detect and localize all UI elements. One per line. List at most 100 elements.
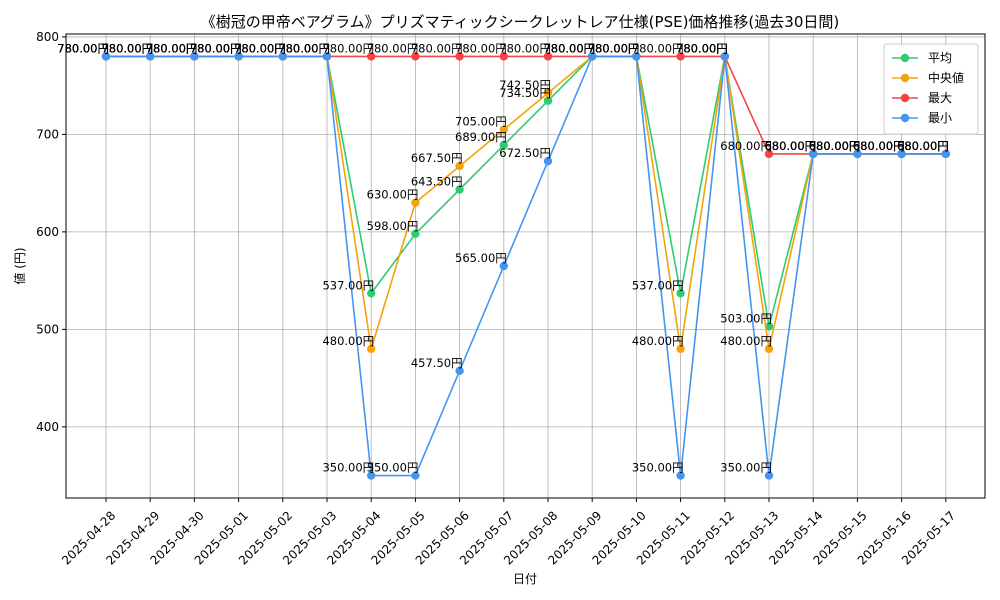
data-label: 680.00円 (897, 139, 949, 153)
data-label: 350.00円 (322, 461, 374, 475)
data-label: 780.00円 (234, 41, 286, 55)
data-label: 780.00円 (190, 41, 242, 55)
legend-swatch-marker (900, 93, 910, 103)
data-label: 680.00円 (809, 139, 861, 153)
series-line (106, 55, 946, 350)
data-label: 780.00円 (588, 41, 640, 55)
data-label: 780.00円 (234, 41, 286, 55)
data-point (146, 52, 155, 61)
data-point (499, 125, 508, 134)
data-point (411, 52, 420, 61)
y-axis: 400 500 600 700 800 (36, 30, 66, 434)
data-point (499, 52, 508, 61)
data-point (809, 149, 818, 159)
legend-swatch-marker (900, 113, 910, 123)
data-label: 780.00円 (101, 41, 153, 55)
data-label: 780.00円 (543, 41, 595, 55)
data-label: 537.00円 (632, 278, 684, 292)
x-axis: 2025-04-282025-04-292025-04-302025-05-01… (59, 498, 958, 568)
data-label: 480.00円 (720, 334, 772, 348)
data-label: 780.00円 (278, 41, 330, 55)
data-label: 780.00円 (190, 41, 242, 55)
data-label: 480.00円 (632, 334, 684, 348)
data-label: 680.00円 (809, 139, 861, 153)
data-label: 680.00円 (897, 139, 949, 153)
data-point (676, 289, 685, 298)
data-point (367, 52, 376, 61)
plot-frame (65, 33, 986, 499)
data-label: 705.00円 (455, 115, 507, 129)
grid (66, 34, 985, 498)
legend-label: 平均 (928, 51, 952, 65)
data-label: 780.00円 (190, 41, 242, 55)
data-point (676, 52, 685, 61)
data-point (367, 344, 376, 354)
data-label: 672.50円 (499, 146, 551, 160)
data-point (455, 161, 464, 171)
legend-swatch-marker (900, 73, 910, 83)
data-label: 680.00円 (764, 139, 816, 153)
data-label: 598.00円 (367, 219, 419, 233)
data-label: 780.00円 (676, 41, 728, 55)
data-point (190, 52, 199, 61)
data-label: 780.00円 (57, 41, 109, 55)
data-label: 780.00円 (234, 41, 286, 55)
legend-swatch-marker (900, 53, 910, 63)
legend-label: 最大 (928, 91, 952, 105)
data-label: 780.00円 (588, 41, 640, 55)
legend-label: 中央値 (928, 70, 964, 85)
data-label: 643.50円 (411, 174, 463, 188)
data-point (676, 344, 685, 354)
data-label: 780.00円 (57, 41, 109, 55)
data-point (101, 52, 111, 61)
data-label: 565.00円 (455, 251, 507, 265)
data-point (499, 261, 508, 271)
series-4 (101, 52, 950, 480)
data-label: 780.00円 (278, 41, 330, 55)
data-label: 680.00円 (897, 139, 949, 153)
data-point (897, 149, 906, 159)
y-tick-label: 700 (36, 127, 59, 141)
data-label: 503.00円 (720, 311, 772, 325)
data-point (367, 289, 376, 298)
y-tick-label: 400 (36, 420, 59, 434)
data-label: 780.00円 (676, 41, 728, 55)
data-label: 780.00円 (101, 41, 153, 55)
data-point (367, 471, 376, 480)
data-label: 667.50円 (411, 151, 463, 165)
data-label: 780.00円 (367, 41, 419, 55)
data-point (543, 157, 553, 166)
legend-label: 最小 (928, 111, 952, 125)
data-label: 780.00円 (146, 41, 198, 55)
data-label: 680.00円 (809, 139, 861, 153)
y-tick-label: 600 (36, 225, 59, 239)
x-axis-label: 日付 (513, 572, 537, 586)
data-point (764, 149, 774, 159)
data-label: 680.00円 (853, 139, 905, 153)
data-label: 630.00円 (367, 188, 419, 202)
data-label: 680.00円 (853, 139, 905, 153)
data-label: 680.00円 (897, 139, 949, 153)
data-point (853, 149, 862, 159)
data-label: 742.50円 (499, 78, 551, 92)
data-point (764, 322, 774, 331)
data-point (234, 52, 243, 61)
data-label: 350.00円 (367, 461, 419, 475)
data-point (941, 149, 950, 159)
data-label: 780.00円 (411, 41, 463, 55)
data-label: 780.00円 (278, 41, 330, 55)
data-label: 780.00円 (499, 41, 551, 55)
data-label: 780.00円 (676, 41, 728, 55)
data-label: 537.00円 (322, 278, 374, 292)
data-point (455, 52, 464, 61)
data-label: 780.00円 (190, 41, 242, 55)
data-label: 780.00円 (146, 41, 198, 55)
data-label: 457.50円 (411, 356, 463, 370)
data-label: 780.00円 (57, 41, 109, 55)
data-label: 780.00円 (588, 41, 640, 55)
series-group (101, 52, 950, 480)
data-point (411, 198, 420, 207)
data-point (411, 229, 420, 239)
data-label: 680.00円 (720, 139, 772, 153)
